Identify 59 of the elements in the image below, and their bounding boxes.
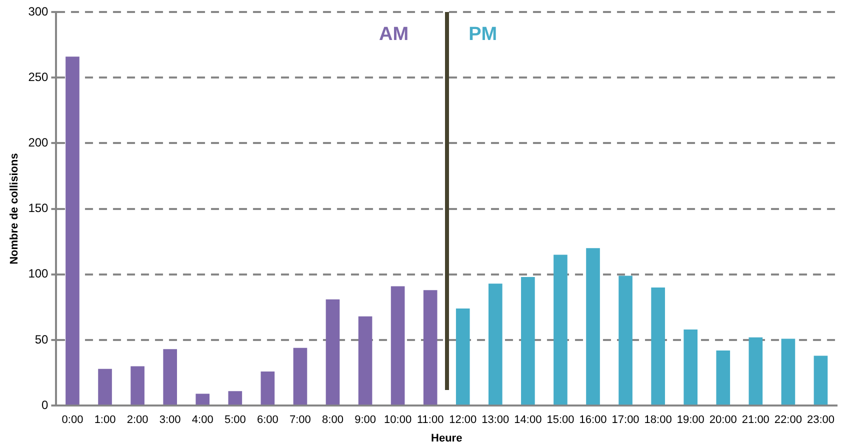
x-tick-label: 15:00 [546, 414, 574, 426]
y-tick-label: 150 [28, 201, 49, 216]
bar [390, 286, 405, 405]
x-tick-label: 23:00 [806, 414, 834, 426]
x-tick-label: 11:00 [416, 414, 444, 426]
bar [716, 350, 730, 405]
y-axis-title: Nombre de collisions [8, 153, 21, 264]
x-tick-label: 0:00 [62, 414, 84, 426]
x-tick-label: 9:00 [354, 414, 376, 426]
bar [618, 276, 632, 405]
bar [423, 290, 438, 405]
x-tick-label: 17:00 [612, 414, 640, 426]
bar [488, 284, 502, 405]
x-tick-label: 14:00 [514, 414, 542, 426]
x-tick-label: 4:00 [192, 414, 214, 426]
y-tick-label: 50 [34, 332, 49, 346]
x-tick-label: 19:00 [676, 414, 704, 426]
x-tick-label: 5:00 [224, 414, 246, 426]
x-tick-label: 3:00 [159, 414, 181, 426]
x-tick-label: 8:00 [322, 414, 344, 426]
x-tick-label: 2:00 [126, 414, 148, 426]
bar [260, 371, 275, 405]
y-tick-label: 0 [42, 398, 49, 412]
bar [814, 356, 828, 405]
x-tick-label: 7:00 [290, 414, 311, 426]
y-tick-label: 100 [28, 266, 49, 281]
x-tick-label: 20:00 [709, 414, 737, 426]
x-tick-label: 13:00 [482, 414, 510, 426]
bar [554, 254, 568, 405]
bar [521, 277, 535, 405]
bar [228, 391, 242, 405]
bar [684, 330, 698, 405]
bar [66, 56, 80, 405]
annotation: AM [379, 24, 409, 46]
x-tick-label: 10:00 [384, 414, 412, 426]
bar [358, 316, 372, 405]
bar [98, 368, 112, 405]
bar [130, 366, 144, 405]
y-tick-label: 250 [28, 70, 49, 84]
x-tick-label: 12:00 [449, 414, 477, 426]
x-tick-label: 6:00 [256, 414, 278, 426]
bar [651, 288, 665, 405]
x-tick-label: 21:00 [742, 414, 770, 426]
bar [456, 308, 470, 405]
bar [781, 338, 796, 405]
x-tick-label: 1:00 [94, 414, 116, 426]
bar [196, 394, 210, 405]
x-tick-label: 22:00 [774, 414, 802, 426]
bar [163, 349, 177, 405]
x-axis-title: Heure [431, 432, 462, 444]
y-tick-label: 200 [28, 136, 49, 150]
x-tick-label: 16:00 [579, 414, 607, 426]
bar [748, 337, 763, 405]
bar [326, 299, 340, 405]
bar [293, 348, 308, 405]
x-tick-label: 18:00 [644, 414, 672, 426]
y-tick-label: 300 [28, 4, 49, 18]
bar [586, 248, 600, 405]
annotation: PM [468, 24, 498, 46]
